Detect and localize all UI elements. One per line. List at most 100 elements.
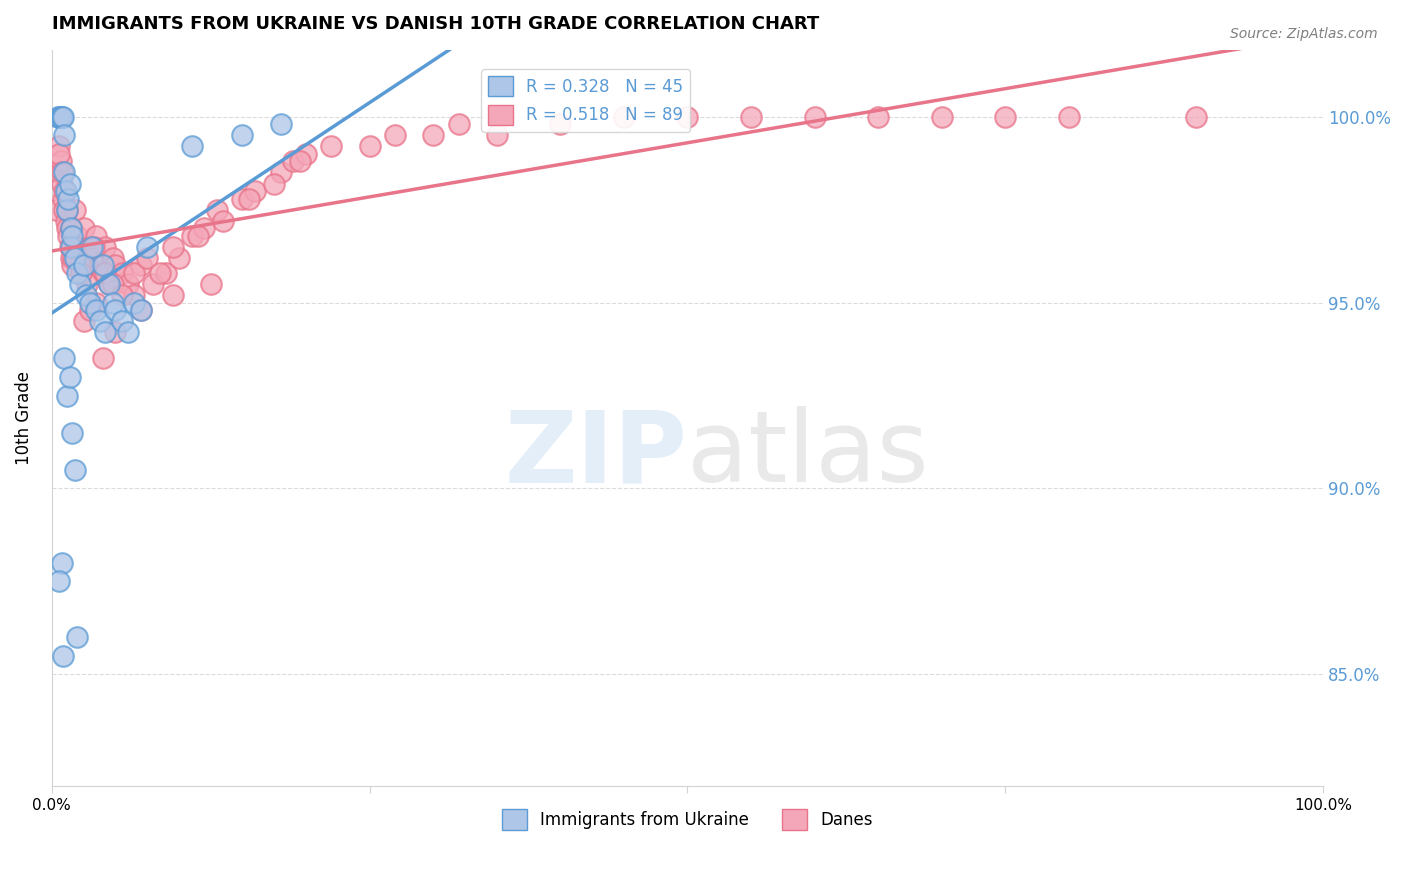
Point <box>136 240 159 254</box>
Point <box>91 351 114 366</box>
Point <box>803 110 825 124</box>
Point <box>53 184 76 198</box>
Point <box>104 326 127 340</box>
Point <box>59 240 82 254</box>
Point <box>66 228 89 243</box>
Point <box>56 202 79 217</box>
Point <box>193 221 215 235</box>
Point <box>238 192 260 206</box>
Y-axis label: 10th Grade: 10th Grade <box>15 371 32 465</box>
Point <box>101 251 124 265</box>
Text: IMMIGRANTS FROM UKRAINE VS DANISH 10TH GRADE CORRELATION CHART: IMMIGRANTS FROM UKRAINE VS DANISH 10TH G… <box>52 15 820 33</box>
Point <box>84 295 107 310</box>
Point <box>231 192 253 206</box>
Point <box>231 128 253 143</box>
Point <box>111 288 134 302</box>
Point <box>51 110 73 124</box>
Point <box>111 266 134 280</box>
Point <box>72 259 94 273</box>
Point <box>155 266 177 280</box>
Point <box>89 314 111 328</box>
Text: atlas: atlas <box>688 406 929 503</box>
Point <box>359 139 381 153</box>
Point <box>58 177 80 191</box>
Point <box>613 110 636 124</box>
Point <box>63 240 86 254</box>
Point <box>447 117 470 131</box>
Point <box>72 314 94 328</box>
Point <box>79 295 101 310</box>
Point <box>384 128 406 143</box>
Point <box>49 110 72 124</box>
Point <box>104 259 127 273</box>
Point <box>82 251 104 265</box>
Point <box>45 202 67 217</box>
Point <box>94 266 117 280</box>
Point <box>60 425 83 440</box>
Point <box>51 556 73 570</box>
Point <box>117 277 139 291</box>
Point <box>101 277 124 291</box>
Point <box>55 214 77 228</box>
Point <box>51 165 73 179</box>
Point <box>63 202 86 217</box>
Point <box>94 326 117 340</box>
Point <box>84 228 107 243</box>
Point <box>283 154 305 169</box>
Point <box>91 266 114 280</box>
Point <box>321 139 343 153</box>
Point <box>180 228 202 243</box>
Point <box>111 314 134 328</box>
Point <box>124 288 146 302</box>
Point <box>91 259 114 273</box>
Legend: Immigrants from Ukraine, Danes: Immigrants from Ukraine, Danes <box>495 803 880 837</box>
Point <box>97 277 120 291</box>
Point <box>58 370 80 384</box>
Point <box>69 259 91 273</box>
Point <box>162 288 184 302</box>
Point <box>48 110 70 124</box>
Point <box>76 277 98 291</box>
Point <box>263 177 285 191</box>
Point <box>124 266 146 280</box>
Point <box>200 277 222 291</box>
Point <box>1185 110 1208 124</box>
Point <box>70 266 93 280</box>
Point <box>59 221 82 235</box>
Point <box>83 240 105 254</box>
Point <box>48 139 70 153</box>
Point <box>740 110 762 124</box>
Point <box>55 184 77 198</box>
Point <box>62 251 84 265</box>
Point <box>49 154 72 169</box>
Point <box>58 228 80 243</box>
Point <box>162 240 184 254</box>
Point <box>46 165 69 179</box>
Point <box>94 240 117 254</box>
Point <box>212 214 235 228</box>
Point <box>58 192 80 206</box>
Point <box>63 251 86 265</box>
Point <box>69 240 91 254</box>
Point <box>56 388 79 402</box>
Point <box>52 110 75 124</box>
Point <box>129 303 152 318</box>
Point <box>104 303 127 318</box>
Point <box>288 154 311 169</box>
Text: ZIP: ZIP <box>505 406 688 503</box>
Point <box>124 295 146 310</box>
Point <box>75 288 97 302</box>
Point <box>63 463 86 477</box>
Point <box>46 110 69 124</box>
Point <box>149 266 172 280</box>
Point <box>52 648 75 663</box>
Point <box>129 259 152 273</box>
Point <box>270 117 292 131</box>
Point <box>295 147 318 161</box>
Point <box>53 202 76 217</box>
Point <box>676 110 699 124</box>
Point <box>53 128 76 143</box>
Point <box>550 117 572 131</box>
Point <box>82 240 104 254</box>
Point <box>89 259 111 273</box>
